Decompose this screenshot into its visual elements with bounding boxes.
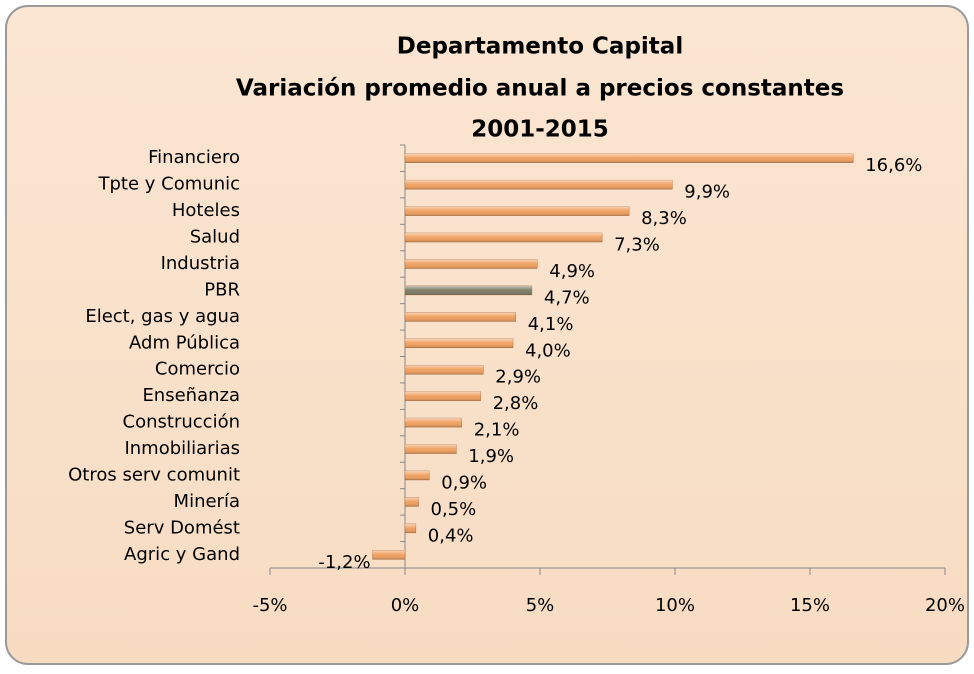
category-label: Tpte y Comunic: [98, 174, 240, 195]
x-tick-label: 15%: [790, 595, 830, 616]
chart-frame: [5, 5, 969, 665]
bar-shine: [372, 550, 405, 560]
bar-shine: [405, 444, 457, 454]
x-tick-label: 10%: [655, 595, 695, 616]
bar-shine: [405, 206, 630, 216]
category-label: Financiero: [148, 147, 240, 168]
value-label: 2,9%: [495, 367, 541, 388]
category-label: Elect, gas y agua: [85, 306, 240, 327]
value-label: 2,8%: [493, 393, 539, 414]
x-tick-label: 20%: [925, 595, 965, 616]
bar-shine: [405, 285, 532, 295]
bar-shine: [405, 312, 516, 322]
value-label: 0,5%: [431, 499, 477, 520]
value-label: 8,3%: [641, 208, 687, 229]
value-label: 0,9%: [441, 472, 487, 493]
bar-shine: [405, 365, 484, 375]
value-label: 16,6%: [865, 155, 922, 176]
category-label: Minería: [174, 491, 240, 512]
value-label: 4,9%: [549, 261, 595, 282]
category-label: Salud: [190, 227, 240, 248]
bar-shine: [405, 391, 481, 401]
bar-shine: [405, 338, 513, 348]
chart-title: Variación promedio anual a precios const…: [236, 76, 844, 102]
category-label: Agric y Gand: [124, 544, 240, 565]
category-label: Serv Domést: [124, 517, 240, 538]
bar-shine: [405, 153, 854, 163]
category-label: Hoteles: [172, 200, 240, 221]
x-tick-label: 0%: [391, 595, 420, 616]
category-label: Comercio: [155, 359, 240, 380]
value-label: 4,7%: [544, 287, 590, 308]
x-tick-label: 5%: [526, 595, 555, 616]
value-label: 4,1%: [528, 314, 574, 335]
bar-shine: [405, 523, 416, 533]
category-label: Enseñanza: [142, 385, 240, 406]
bar-shine: [405, 497, 419, 507]
chart-title: 2001-2015: [471, 117, 609, 143]
bar-shine: [405, 470, 430, 480]
value-label: 2,1%: [474, 420, 520, 441]
value-label: 9,9%: [684, 182, 730, 203]
x-tick-label: -5%: [252, 595, 287, 616]
value-label: -1,2%: [318, 552, 370, 573]
category-label: Adm Pública: [129, 332, 240, 353]
category-label: PBR: [204, 279, 240, 300]
bar-shine: [405, 180, 673, 190]
chart-title: Departamento Capital: [397, 34, 683, 60]
bar-shine: [405, 418, 462, 428]
category-label: Construcción: [123, 412, 240, 433]
category-label: Industria: [161, 253, 240, 274]
category-label: Otros serv comunit: [68, 464, 240, 485]
category-label: Inmobiliarias: [124, 438, 240, 459]
bar-shine: [405, 259, 538, 269]
value-label: 7,3%: [614, 235, 660, 256]
value-label: 0,4%: [428, 525, 474, 546]
value-label: 1,9%: [468, 446, 514, 467]
bar-shine: [405, 233, 603, 243]
value-label: 4,0%: [525, 340, 571, 361]
